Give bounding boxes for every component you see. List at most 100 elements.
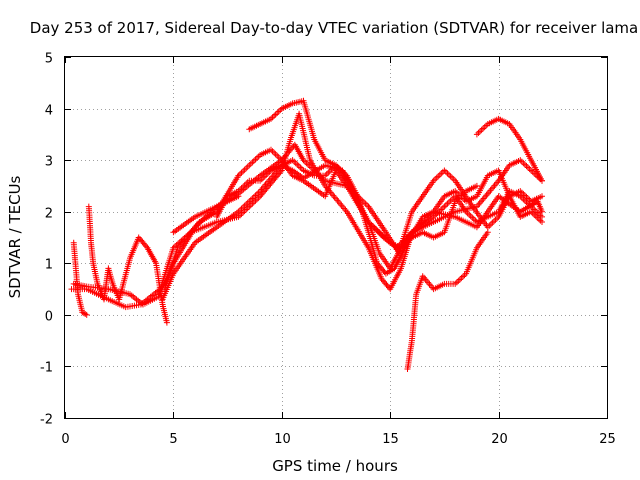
data-point xyxy=(300,177,327,199)
data-point xyxy=(343,177,360,203)
data-point xyxy=(419,273,436,291)
data-point xyxy=(257,158,284,179)
data-point xyxy=(70,239,81,296)
data-point xyxy=(257,168,273,184)
data-point xyxy=(528,208,544,224)
data-point xyxy=(170,241,197,277)
data-point xyxy=(408,293,419,344)
x-tick-label: 10 xyxy=(274,432,291,447)
data-point xyxy=(224,194,240,205)
data-point xyxy=(122,301,142,311)
data-point xyxy=(257,179,275,200)
data-point xyxy=(517,188,533,203)
x-tick-labels: 0 5 10 15 20 25 xyxy=(61,432,615,447)
data-point xyxy=(268,163,283,174)
data-point xyxy=(246,121,262,133)
data-point xyxy=(296,110,313,161)
data-point xyxy=(441,200,458,236)
data-point xyxy=(79,309,89,317)
data-point xyxy=(174,220,202,251)
data-point xyxy=(224,188,240,200)
data-point xyxy=(365,203,388,234)
data-point xyxy=(506,193,523,218)
plot-frame xyxy=(64,56,608,419)
data-point xyxy=(419,229,435,240)
data-point xyxy=(192,204,218,220)
data-point xyxy=(473,182,480,189)
data-point xyxy=(235,179,251,195)
y-tick-label: 5 xyxy=(45,52,53,67)
data-point xyxy=(170,215,197,236)
data-point xyxy=(469,203,490,229)
data-point xyxy=(382,266,396,277)
data-point xyxy=(387,267,404,293)
data-point xyxy=(235,189,262,215)
data-series-track-10 xyxy=(85,203,170,326)
data-point xyxy=(289,172,305,183)
y-tick-label: 4 xyxy=(45,104,53,119)
y-tick-label: 0 xyxy=(45,310,53,325)
data-point xyxy=(213,199,229,210)
data-point xyxy=(235,194,262,220)
data-point xyxy=(85,203,94,244)
data-point xyxy=(463,183,479,195)
data-point xyxy=(137,287,162,308)
data-point xyxy=(430,281,446,293)
data-point xyxy=(539,193,545,200)
data-point xyxy=(528,194,544,205)
data-point xyxy=(159,301,170,324)
data-point xyxy=(144,244,159,265)
data-point xyxy=(116,257,133,303)
data-point xyxy=(452,213,478,230)
data-point xyxy=(463,194,479,205)
data-point xyxy=(343,208,371,249)
y-tick-label: 1 xyxy=(45,258,53,273)
data-point xyxy=(213,209,240,231)
data-series-track-11 xyxy=(170,193,242,236)
data-point xyxy=(278,158,294,169)
data-point xyxy=(88,239,96,265)
y-tick-labels: -2 -1 0 1 2 3 4 5 xyxy=(40,52,53,428)
data-point xyxy=(161,246,181,293)
data-point xyxy=(300,167,316,178)
data-point xyxy=(257,163,284,195)
axis-ticks xyxy=(65,57,608,419)
data-point xyxy=(365,219,381,234)
y-tick-label: 3 xyxy=(45,155,53,170)
data-point xyxy=(153,260,166,306)
data-point xyxy=(441,167,457,183)
data-point xyxy=(235,153,262,179)
data-point xyxy=(408,179,436,215)
data-point xyxy=(291,141,306,162)
data-point xyxy=(196,209,218,225)
chart-title: Day 253 of 2017, Sidereal Day-to-day VTE… xyxy=(30,19,638,37)
data-point xyxy=(506,121,523,141)
y-tick-label: -1 xyxy=(40,361,53,376)
data-point xyxy=(257,147,273,158)
data-point xyxy=(430,230,446,241)
data-point xyxy=(268,146,284,162)
data-point xyxy=(539,219,545,225)
data-point xyxy=(484,229,491,236)
data-point xyxy=(322,169,339,200)
data-point xyxy=(127,236,141,262)
data-point xyxy=(430,195,447,215)
data-point xyxy=(192,225,219,246)
data-point xyxy=(495,167,512,198)
data-point xyxy=(268,107,284,122)
x-tick-label: 5 xyxy=(169,432,177,447)
data-point xyxy=(75,291,85,314)
data-point xyxy=(413,275,425,298)
data-point xyxy=(398,236,414,251)
data-point xyxy=(441,188,457,200)
data-point xyxy=(322,157,338,168)
data-point xyxy=(404,339,415,372)
data-point xyxy=(484,215,501,231)
data-point xyxy=(484,168,500,179)
data-point xyxy=(452,272,468,287)
data-point xyxy=(452,189,468,205)
x-tick-label: 25 xyxy=(599,432,616,447)
data-point xyxy=(484,116,500,127)
x-tick-label: 20 xyxy=(491,432,508,447)
data-point xyxy=(528,157,544,182)
